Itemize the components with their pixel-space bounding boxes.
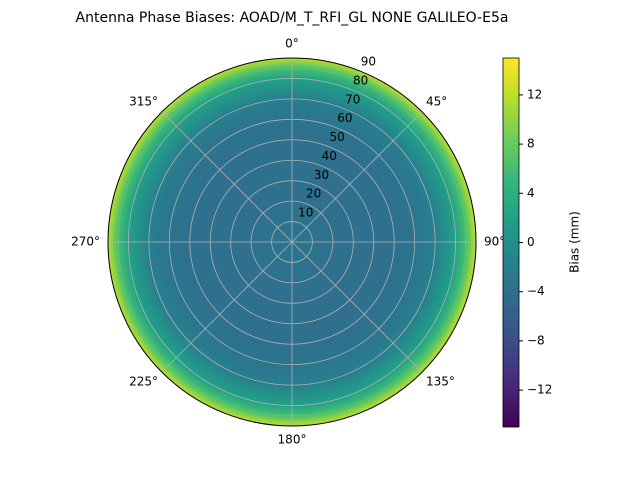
theta-tick-label: 180° (278, 433, 307, 447)
chart-title: Antenna Phase Biases: AOAD/M_T_RFI_GL NO… (76, 10, 509, 26)
colorbar-label: Bias (mm) (568, 211, 582, 273)
colorbar-tick-label: −8 (527, 333, 545, 347)
colorbar-tick-label: 4 (527, 186, 535, 200)
r-tick-label: 30 (314, 168, 329, 182)
theta-grid-line (161, 111, 293, 243)
colorbar-tick-label: 8 (527, 137, 535, 151)
r-tick-label: 90 (361, 55, 376, 69)
theta-tick-label: 0° (285, 37, 299, 51)
colorbar (502, 57, 520, 428)
theta-tick-label: 45° (426, 94, 447, 108)
theta-tick-label: 135° (426, 375, 455, 389)
colorbar-tick-label: 0 (527, 235, 535, 249)
theta-tick-label: 90° (484, 235, 505, 249)
theta-tick-label: 225° (129, 375, 158, 389)
theta-tick-label: 270° (71, 235, 100, 249)
polar-frame (107, 57, 477, 427)
r-tick-label: 40 (322, 149, 337, 163)
r-tick-label: 50 (329, 130, 344, 144)
colorbar-tick-label: 12 (527, 87, 542, 101)
colorbar-tick-label: −4 (527, 284, 545, 298)
r-tick-label: 80 (353, 73, 368, 87)
r-tick-label: 60 (337, 111, 352, 125)
theta-tick-label: 315° (129, 94, 158, 108)
r-tick-label: 10 (298, 206, 313, 220)
theta-grid-line (291, 111, 423, 243)
colorbar-tick-label: −12 (527, 383, 552, 397)
theta-grid-line (161, 241, 293, 373)
theta-grid-line (291, 241, 423, 373)
r-tick-label: 20 (306, 187, 321, 201)
r-tick-label: 70 (345, 92, 360, 106)
